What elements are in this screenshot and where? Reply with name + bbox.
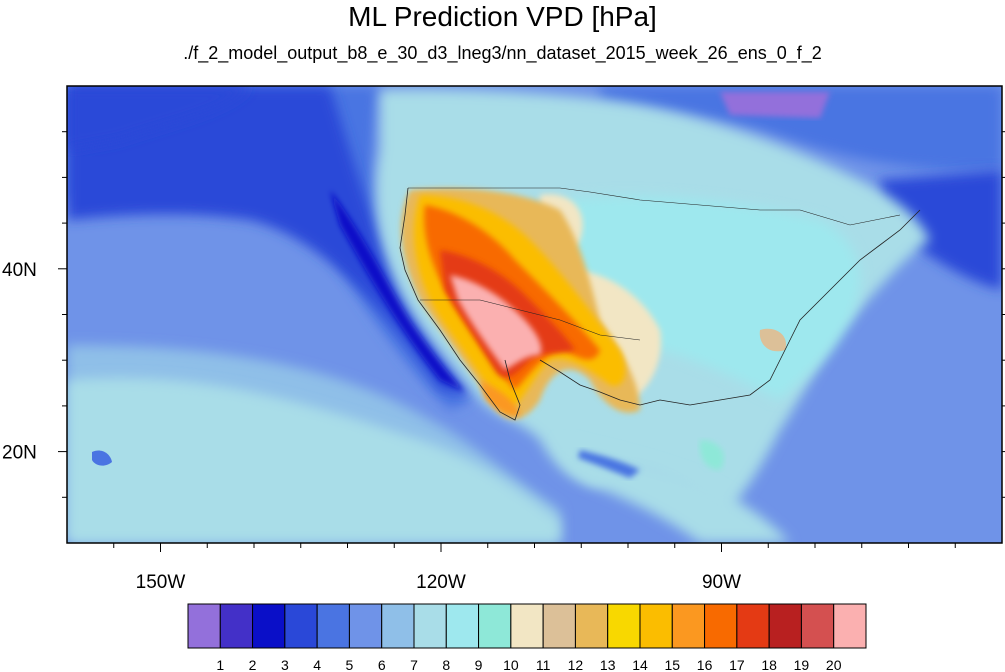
baja-orange — [480, 380, 520, 416]
colorbar-label: 11 — [536, 657, 551, 672]
lat-axis: 40N 20N — [2, 131, 1005, 498]
atlantic-deep — [880, 170, 1002, 290]
lon-axis: 150W 120W 90W — [113, 543, 956, 593]
colorbar-swatch — [413, 603, 447, 649]
lat-tick-label: 20N — [2, 443, 37, 464]
colorbar-label: 4 — [313, 657, 321, 672]
colorbar-swatch — [768, 603, 802, 649]
colorbar-swatch — [607, 603, 641, 649]
colorbar-label: 16 — [697, 657, 713, 672]
colorbar-swatch — [187, 603, 221, 649]
mexico-blue-patch — [578, 450, 640, 478]
hawaii-blue — [92, 450, 112, 466]
colorbar-label: 18 — [761, 657, 777, 672]
us-canada-border — [408, 187, 901, 226]
caribbean-teal — [699, 440, 724, 470]
colorbar-label: 1 — [216, 657, 224, 672]
lon-tick-label: 150W — [136, 572, 186, 593]
colorbar-label: 3 — [281, 657, 289, 672]
colorbar-swatch — [284, 603, 318, 649]
colorbar-swatch — [671, 603, 706, 649]
colorbar-label: 10 — [503, 657, 519, 672]
colorbar-label: 17 — [729, 657, 745, 672]
colorbar-label: 19 — [794, 657, 810, 672]
lon-tick-label: 90W — [702, 572, 741, 593]
colorbar-label: 15 — [664, 657, 680, 672]
ocean-band-darkest — [330, 190, 465, 392]
colorbar-label: 6 — [378, 657, 386, 672]
colorbar-label: 5 — [346, 657, 354, 672]
colorbar-swatch — [510, 603, 544, 649]
colorbar-swatch — [381, 603, 415, 649]
colorbar-label: 8 — [442, 657, 450, 672]
canada-north-blue — [600, 86, 1002, 171]
map-field — [67, 86, 1002, 543]
chart-subtitle: ./f_2_model_output_b8_e_30_d3_lneg3/nn_d… — [183, 43, 822, 63]
canada-purple — [720, 92, 830, 118]
colorbar-label: 13 — [600, 657, 616, 672]
chart-title: ML Prediction VPD [hPa] — [348, 1, 657, 32]
colorbar-swatch — [542, 603, 576, 649]
colorbar-swatch — [252, 603, 286, 649]
colorbar-swatch — [704, 603, 738, 649]
ocean-band-deep — [67, 86, 470, 395]
colorbar-label: 9 — [475, 657, 483, 672]
colorbar: 1 2 3 4 5 6 7 8 9 10 11 12 13 14 15 16 17 18 19 20 — [187, 603, 867, 672]
colorbar-swatch — [800, 603, 835, 649]
colorbar-label: 12 — [568, 657, 584, 672]
colorbar-label: 7 — [410, 657, 418, 672]
ocean-band-south-light — [67, 378, 560, 543]
lon-tick-label: 120W — [416, 572, 466, 593]
us-mexico-border — [420, 299, 641, 341]
colorbar-label: 2 — [249, 657, 257, 672]
ocean-band-north — [67, 86, 250, 150]
colorbar-swatch — [574, 603, 609, 649]
southwest-max — [450, 275, 542, 370]
colorbar-swatch — [639, 603, 673, 649]
colorbar-swatch — [833, 603, 867, 649]
georgia-tan — [759, 328, 786, 352]
colorbar-swatch — [478, 603, 512, 649]
colorbar-swatch — [316, 603, 350, 649]
lat-tick-label: 40N — [2, 260, 37, 281]
coastline — [399, 187, 921, 421]
colorbar-swatch — [445, 603, 480, 649]
colorbar-swatch — [348, 603, 383, 649]
colorbar-label: 20 — [826, 657, 842, 672]
colorbar-swatch — [736, 603, 770, 649]
colorbar-label: 14 — [632, 657, 648, 672]
colorbar-swatch — [219, 603, 254, 649]
